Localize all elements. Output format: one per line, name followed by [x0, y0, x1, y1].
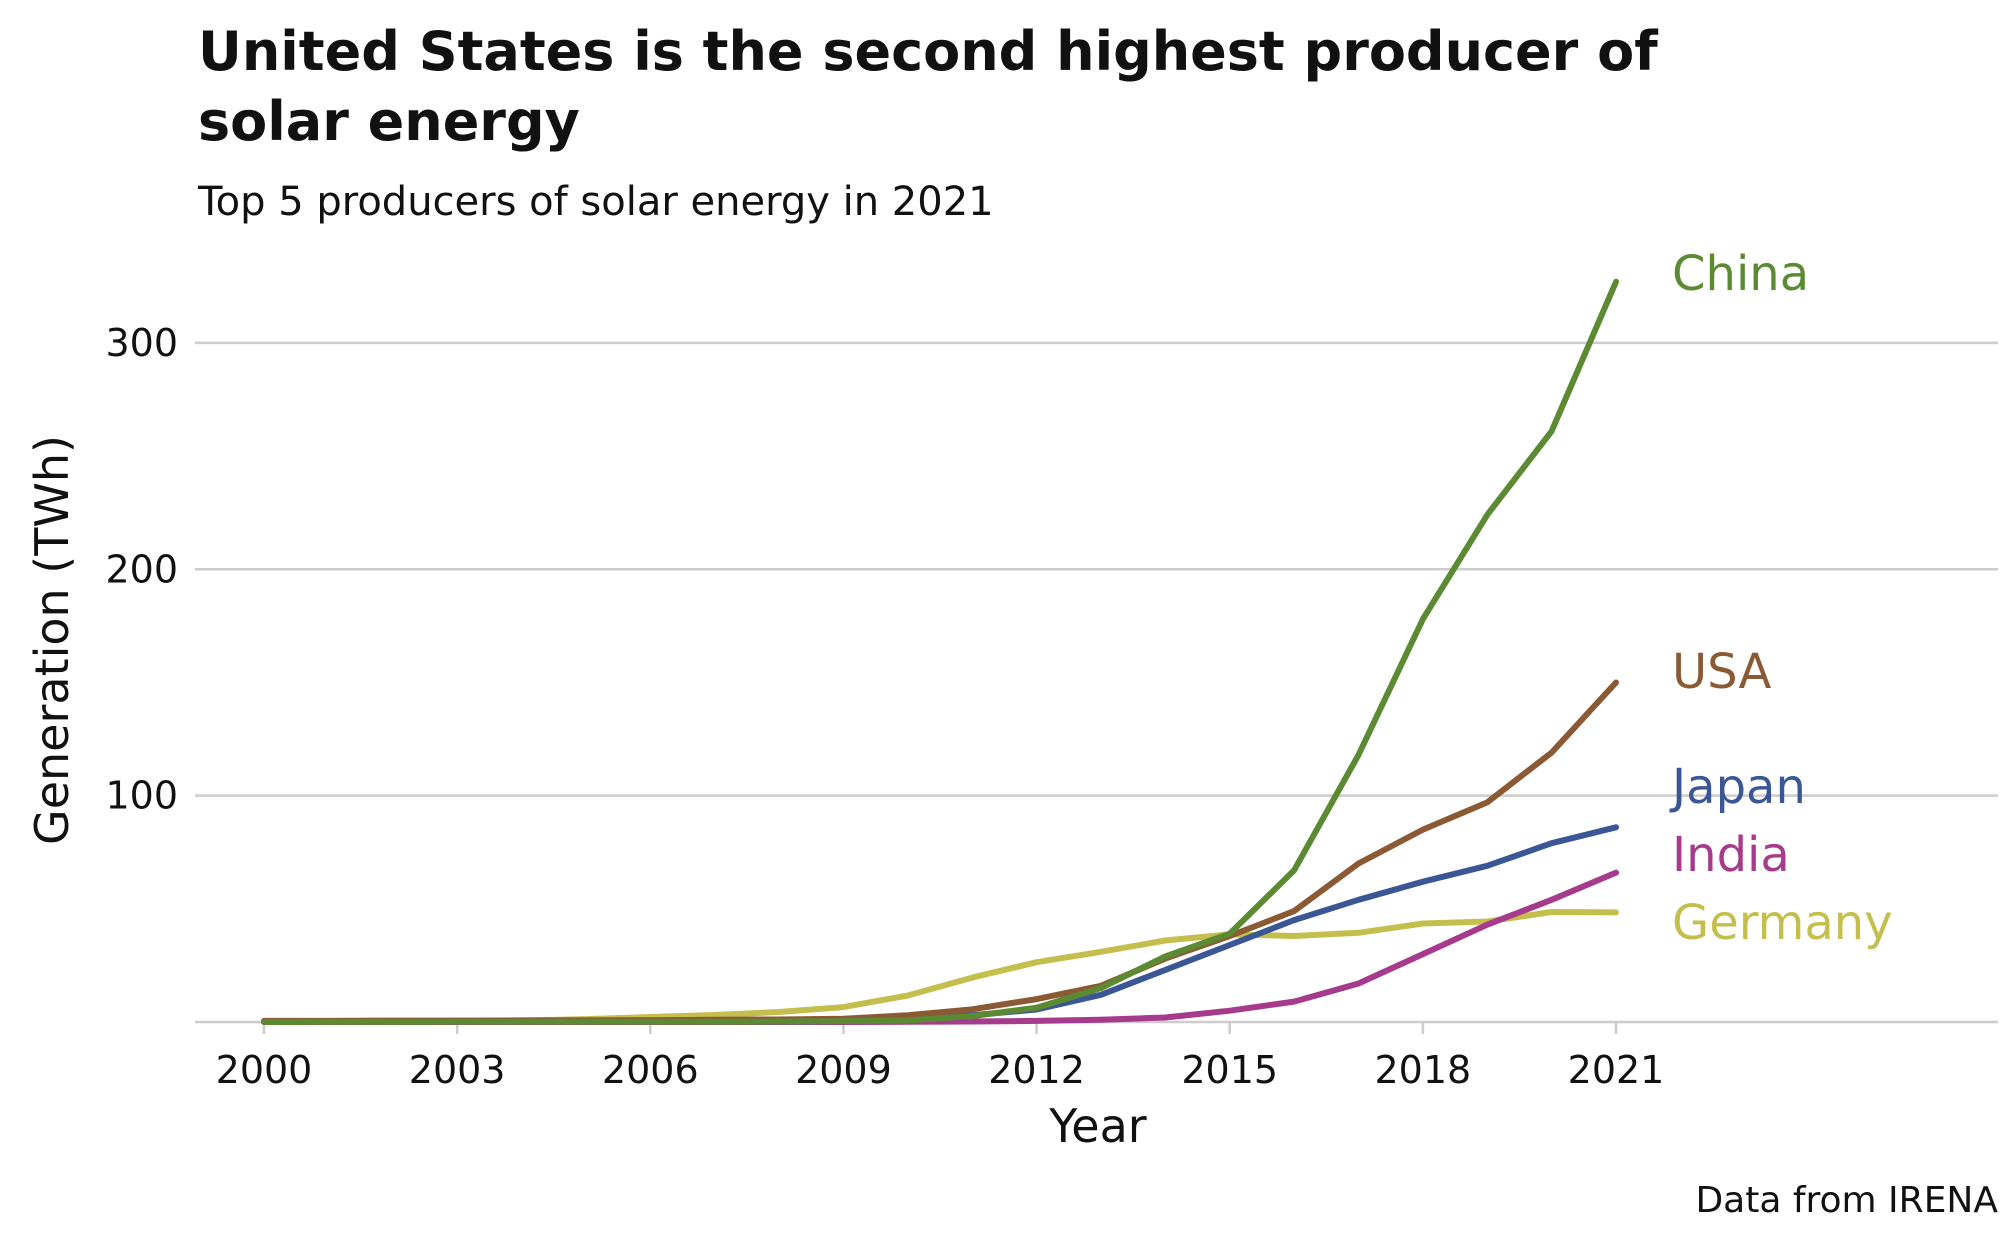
- y-tick-label: 200: [105, 547, 178, 591]
- x-tick-label: 2006: [602, 1048, 699, 1092]
- series-label-japan: Japan: [1669, 759, 1806, 815]
- series-line-india: [261, 869, 1619, 1025]
- gridlines: [195, 341, 1998, 797]
- x-tick-label: 2003: [409, 1048, 506, 1092]
- series-label-india: India: [1672, 827, 1790, 883]
- series-lines: [261, 278, 1619, 1025]
- series-label-germany: Germany: [1672, 895, 1893, 951]
- x-tick-label: 2021: [1568, 1048, 1665, 1092]
- chart-caption: Data from IRENA: [1695, 1180, 1998, 1221]
- x-axis-ticks: 2000 2003 2006 2009 2012 2015 2018 2021: [216, 1022, 1665, 1092]
- chart-subtitle: Top 5 producers of solar energy in 2021: [197, 179, 994, 225]
- chart-title-line-1: United States is the second highest prod…: [198, 20, 1658, 83]
- series-labels: China USA Japan India Germany: [1669, 246, 1893, 951]
- series-label-china: China: [1672, 246, 1809, 302]
- series-label-usa: USA: [1672, 644, 1771, 700]
- y-tick-label: 300: [105, 321, 178, 365]
- x-tick-label: 2000: [216, 1048, 313, 1092]
- series-line-usa: [261, 679, 1619, 1024]
- x-tick-label: 2009: [795, 1048, 892, 1092]
- x-tick-label: 2012: [988, 1048, 1085, 1092]
- series-line-germany: [261, 909, 1619, 1025]
- x-tick-label: 2018: [1374, 1048, 1471, 1092]
- series-line-china: [261, 278, 1619, 1025]
- x-axis-label: Year: [1048, 1099, 1146, 1153]
- y-axis-ticks: 100 200 300: [105, 321, 178, 818]
- y-axis-label: Generation (TWh): [25, 435, 79, 845]
- x-tick-label: 2015: [1181, 1048, 1278, 1092]
- y-tick-label: 100: [105, 774, 178, 818]
- chart-title-line-2: solar energy: [198, 90, 580, 153]
